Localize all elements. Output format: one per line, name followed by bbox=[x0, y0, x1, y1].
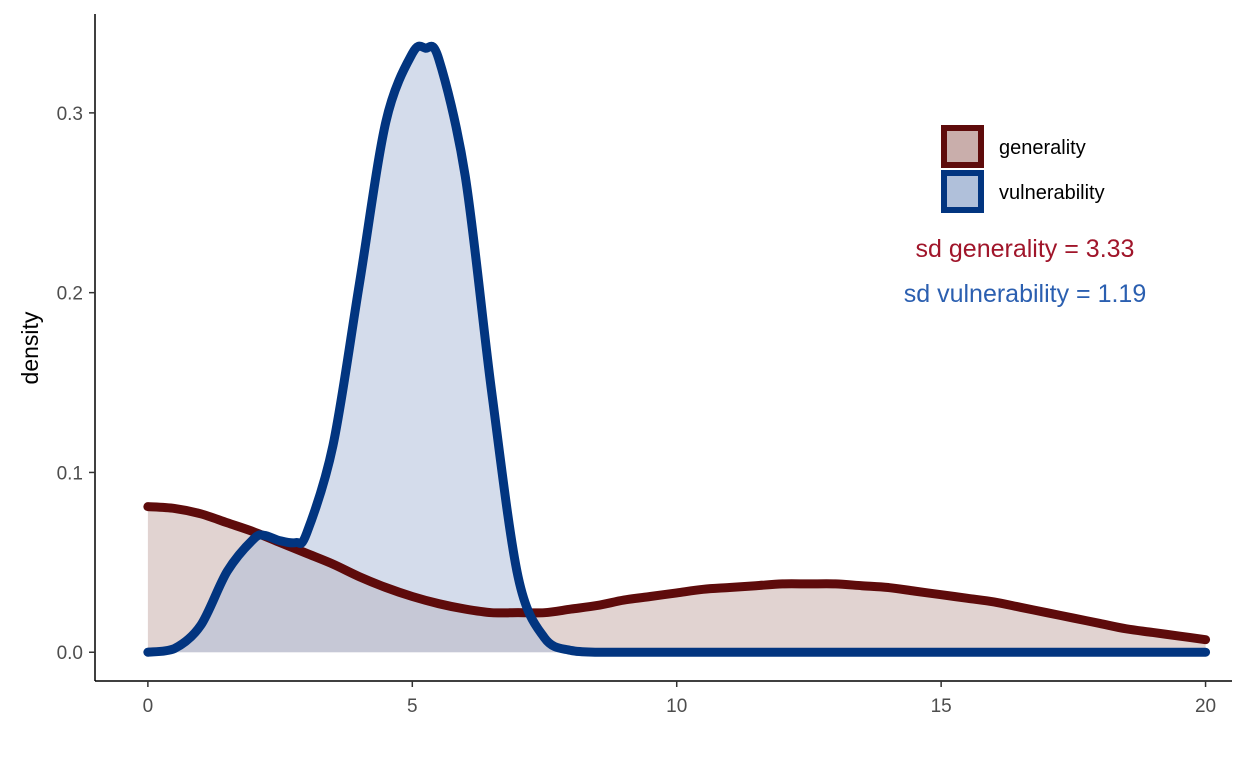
legend-label-generality: generality bbox=[999, 137, 1086, 159]
y-tick-label: 0.0 bbox=[57, 643, 83, 664]
legend-swatch-generality bbox=[941, 125, 984, 168]
annotations: sd generality = 3.33 sd vulnerability = 1… bbox=[904, 235, 1147, 308]
x-tick-label: 20 bbox=[1195, 696, 1216, 717]
plot-area bbox=[143, 41, 1211, 657]
legend-swatch-vulnerability bbox=[941, 170, 984, 213]
x-axis-ticks: 0 5 10 15 20 bbox=[143, 681, 1216, 717]
x-tick-label: 0 bbox=[143, 696, 154, 717]
y-tick-label: 0.3 bbox=[57, 104, 83, 125]
annotation-sd-0: sd generality = 3.33 bbox=[916, 235, 1135, 263]
density-lines bbox=[143, 41, 1211, 657]
density-line-generality bbox=[143, 502, 1211, 645]
y-tick-label: 0.2 bbox=[57, 284, 83, 305]
x-tick-label: 5 bbox=[407, 696, 418, 717]
density-line-vulnerability bbox=[143, 41, 1211, 657]
y-axis-title: density bbox=[17, 311, 43, 384]
legend: generality vulnerability bbox=[941, 125, 1105, 213]
y-axis-ticks: 0.0 0.1 0.2 0.3 bbox=[57, 104, 95, 664]
area-fills bbox=[147, 46, 1206, 653]
area-fill-vulnerability bbox=[147, 46, 1206, 653]
annotation-sd-1: sd vulnerability = 1.19 bbox=[904, 280, 1147, 308]
y-tick-label: 0.1 bbox=[57, 463, 83, 484]
x-tick-label: 15 bbox=[931, 696, 952, 717]
legend-label-vulnerability: vulnerability bbox=[999, 182, 1105, 204]
x-tick-label: 10 bbox=[666, 696, 687, 717]
